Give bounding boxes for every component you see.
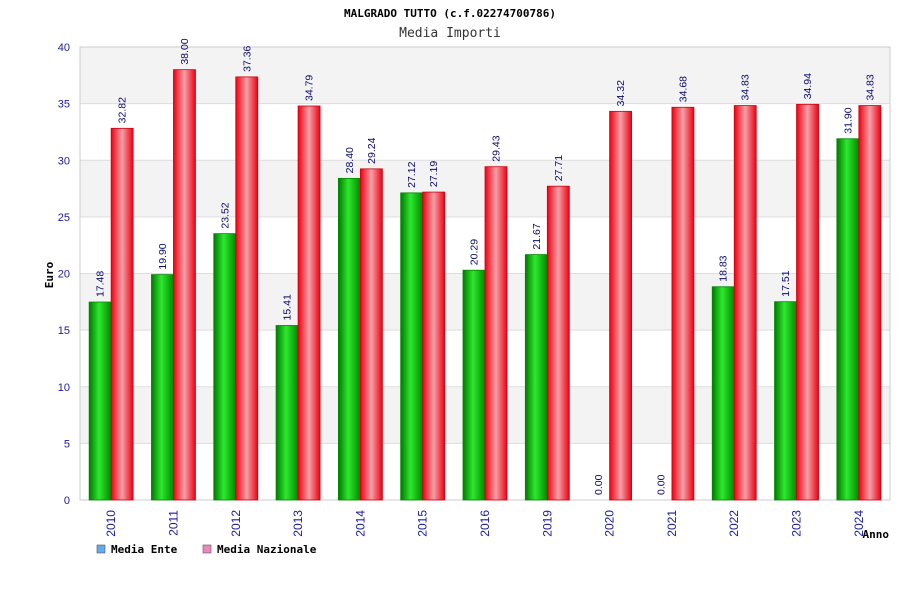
bar-media-nazionale <box>422 191 446 501</box>
bar-media-nazionale <box>484 166 508 501</box>
x-tick-label: 2015 <box>416 510 430 537</box>
bar-media-nazionale <box>671 106 695 501</box>
bar-media-nazionale <box>359 168 383 501</box>
bar-media-ente <box>711 286 735 501</box>
y-axis-ticks: 0 5 10 15 20 25 30 35 40 <box>58 42 70 507</box>
bar-media-ente <box>774 301 797 501</box>
data-label-media-nazionale: 34.83 <box>740 74 752 100</box>
data-label-media-ente: 27.12 <box>406 161 418 187</box>
grid-band <box>80 47 890 104</box>
y-tick-label: 10 <box>58 382 70 394</box>
bar-media-nazionale <box>733 105 757 501</box>
data-label-media-ente: 21.67 <box>531 223 543 249</box>
x-tick-label: 2023 <box>790 510 804 537</box>
x-tick-label: 2013 <box>291 510 305 537</box>
x-tick-label: 2021 <box>665 510 679 537</box>
data-label-media-ente: 0.00 <box>593 474 605 495</box>
bar-media-nazionale <box>235 76 259 501</box>
data-label-media-nazionale: 38.00 <box>179 38 191 64</box>
legend-label: Media Ente <box>111 543 178 556</box>
data-label-media-ente: 28.40 <box>344 147 356 173</box>
x-tick-label: 2012 <box>229 510 243 537</box>
data-label-media-nazionale: 27.19 <box>428 161 440 187</box>
chart-title: MALGRADO TUTTO (c.f.02274700786) <box>344 7 556 20</box>
data-label-media-nazionale: 34.68 <box>677 76 689 102</box>
x-tick-label: 2014 <box>353 510 367 537</box>
chart-subtitle: Media Importi <box>399 26 501 41</box>
data-label-media-ente: 17.51 <box>780 270 792 296</box>
y-tick-label: 35 <box>58 99 70 111</box>
data-label-media-nazionale: 29.43 <box>491 135 503 161</box>
data-label-media-ente: 31.90 <box>842 107 854 133</box>
data-label-media-ente: 20.29 <box>469 239 481 265</box>
data-label-media-ente: 23.52 <box>219 202 231 228</box>
y-tick-label: 25 <box>58 212 70 224</box>
data-label-media-ente: 17.48 <box>95 271 107 297</box>
bar-media-nazionale <box>173 69 196 501</box>
bar-media-ente <box>88 301 112 501</box>
bar-media-ente <box>151 274 174 501</box>
y-tick-label: 0 <box>64 495 70 507</box>
y-axis-label: Euro <box>43 261 56 288</box>
legend-swatch <box>96 544 106 554</box>
data-label-media-ente: 15.41 <box>282 294 294 320</box>
bar-media-ente <box>462 269 486 501</box>
bar-media-nazionale <box>110 127 134 501</box>
bar-media-ente <box>524 254 548 501</box>
data-label-media-ente: 18.83 <box>718 255 730 281</box>
bar-media-nazionale <box>609 110 633 501</box>
data-labels: 17.48 32.82 19.90 38.00 23.52 37.36 15.41 34.79… <box>95 38 877 495</box>
data-label-media-nazionale: 29.24 <box>366 137 378 163</box>
bars <box>88 69 882 501</box>
x-tick-label: 2010 <box>104 510 118 537</box>
data-label-media-nazionale: 37.36 <box>241 45 253 71</box>
y-tick-label: 30 <box>58 155 70 167</box>
legend: Media Ente Media Nazionale <box>96 543 317 556</box>
x-tick-label: 2019 <box>540 510 554 537</box>
data-label-media-nazionale: 27.71 <box>553 155 565 181</box>
data-label-media-nazionale: 32.82 <box>117 97 129 123</box>
x-tick-label: 2022 <box>727 510 741 537</box>
y-tick-label: 15 <box>58 325 70 337</box>
x-tick-label: 2011 <box>166 510 180 536</box>
bar-media-ente <box>400 192 424 501</box>
legend-label: Media Nazionale <box>217 543 317 556</box>
data-label-media-nazionale: 34.79 <box>304 75 316 101</box>
y-tick-label: 40 <box>58 42 70 54</box>
x-axis-ticks: 2010 2011 2012 2013 2014 2015 2016 2019 2020 2021… <box>104 510 866 537</box>
bar-media-ente <box>213 233 237 501</box>
legend-swatch <box>202 544 212 554</box>
x-tick-label: 2020 <box>603 510 617 537</box>
y-tick-label: 20 <box>58 269 70 281</box>
bar-media-nazionale <box>297 105 321 501</box>
data-label-media-nazionale: 34.94 <box>802 73 814 99</box>
data-label-media-nazionale: 34.32 <box>615 80 627 106</box>
bar-media-nazionale <box>796 103 819 501</box>
x-tick-label: 2016 <box>478 510 492 537</box>
data-label-media-ente: 19.90 <box>157 243 169 269</box>
data-label-media-nazionale: 34.83 <box>864 74 876 100</box>
bar-media-ente <box>836 138 860 501</box>
x-tick-label: 2024 <box>852 510 866 537</box>
bar-media-ente <box>275 325 299 501</box>
bar-media-ente <box>337 177 361 501</box>
bar-media-nazionale <box>546 185 570 501</box>
x-axis-label: Anno <box>863 528 890 541</box>
bar-media-nazionale <box>858 105 882 501</box>
data-label-media-ente: 0.00 <box>655 474 667 495</box>
y-tick-label: 5 <box>64 438 70 450</box>
